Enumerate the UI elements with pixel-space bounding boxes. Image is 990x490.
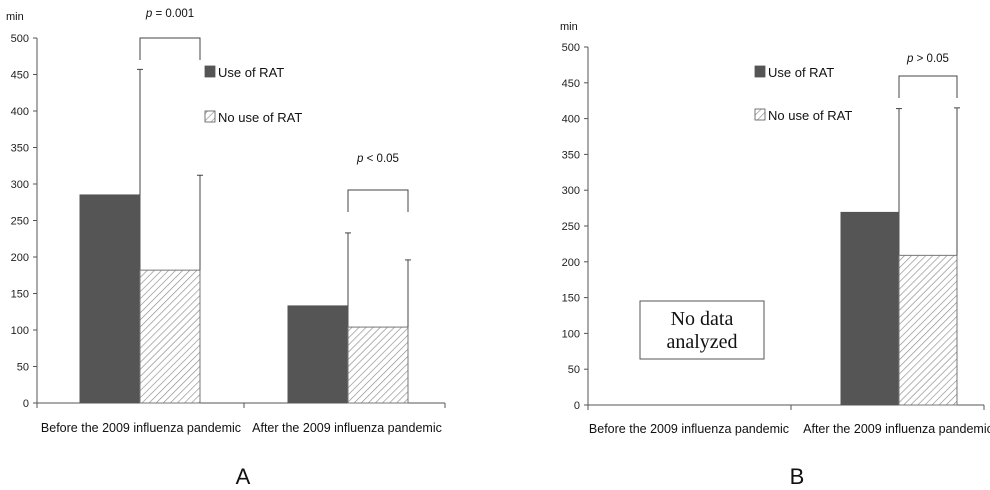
legend-swatch-no-use-of-rat: [204, 110, 216, 123]
no-data-box: [639, 300, 765, 360]
p-symbol: p: [145, 8, 153, 20]
legend-swatch-use-of-rat: [754, 65, 766, 78]
x-category-label: After the 2009 influenza pandemic: [252, 421, 442, 435]
legend-swatch-no-use-of-rat: [754, 108, 766, 121]
y-axis-unit-label: min: [560, 21, 578, 33]
y-tick-label: 400: [562, 114, 580, 126]
y-tick-label: 200: [562, 257, 580, 269]
y-tick-label: 250: [11, 216, 29, 228]
p-value-label: p > 0.05: [906, 53, 949, 65]
panel-b: 0 50 100 150 200 250 300 350 400 450 500 min Before …: [560, 21, 990, 489]
y-tick-label: 450: [11, 70, 29, 82]
y-tick-label: 500: [562, 42, 580, 54]
p-value-text: > 0.05: [913, 53, 949, 65]
x-category-label: After the 2009 influenza pandemic: [803, 422, 990, 436]
bar: [287, 305, 349, 404]
y-tick-label: 250: [562, 221, 580, 233]
legend-label: Use of RAT: [768, 65, 834, 80]
y-tick-label: 150: [11, 289, 29, 301]
x-category-label: Before the 2009 influenza pandemic: [589, 422, 789, 436]
bar: [79, 194, 141, 404]
y-tick-label: 0: [574, 400, 580, 412]
p-value-label: p < 0.05: [356, 153, 399, 165]
legend-label: No use of RAT: [768, 108, 852, 123]
y-tick-label: 400: [11, 106, 29, 118]
significance-bracket: [898, 75, 958, 98]
y-tick-label: 300: [562, 185, 580, 197]
bar: [898, 254, 958, 406]
no-data-text: No data: [671, 308, 734, 330]
y-tick-label: 500: [11, 33, 29, 45]
legend-label: No use of RAT: [218, 110, 302, 125]
y-tick-label: 350: [562, 149, 580, 161]
x-category-label: Before the 2009 influenza pandemic: [41, 421, 241, 435]
p-value-text: < 0.05: [363, 153, 399, 165]
p-value-text: = 0.001: [152, 8, 194, 20]
legend-label: Use of RAT: [218, 65, 284, 80]
significance-bracket: [347, 189, 409, 212]
panel-a: 0 50 100 150 200 250 300 350 400 450 500 min Before …: [6, 8, 446, 489]
bar: [139, 269, 201, 404]
y-tick-label: 200: [11, 252, 29, 264]
significance-bracket: [139, 37, 201, 60]
y-tick-label: 0: [23, 398, 29, 410]
y-tick-label: 100: [562, 328, 580, 340]
p-symbol: p: [906, 53, 914, 65]
legend-swatch-use-of-rat: [204, 65, 216, 78]
p-symbol: p: [356, 153, 364, 165]
y-tick-label: 100: [11, 325, 29, 337]
bar: [347, 326, 409, 404]
no-data-text: analyzed: [666, 331, 737, 353]
panel-label: B: [790, 464, 805, 489]
bar: [840, 211, 900, 406]
y-tick-label: 150: [562, 293, 580, 305]
y-tick-label: 350: [11, 143, 29, 155]
y-tick-label: 450: [562, 78, 580, 90]
y-tick-label: 300: [11, 179, 29, 191]
y-tick-label: 50: [568, 364, 580, 376]
y-tick-label: 50: [17, 362, 29, 374]
y-axis-unit-label: min: [6, 11, 24, 23]
panel-label: A: [236, 464, 251, 489]
p-value-label: p = 0.001: [145, 8, 194, 20]
